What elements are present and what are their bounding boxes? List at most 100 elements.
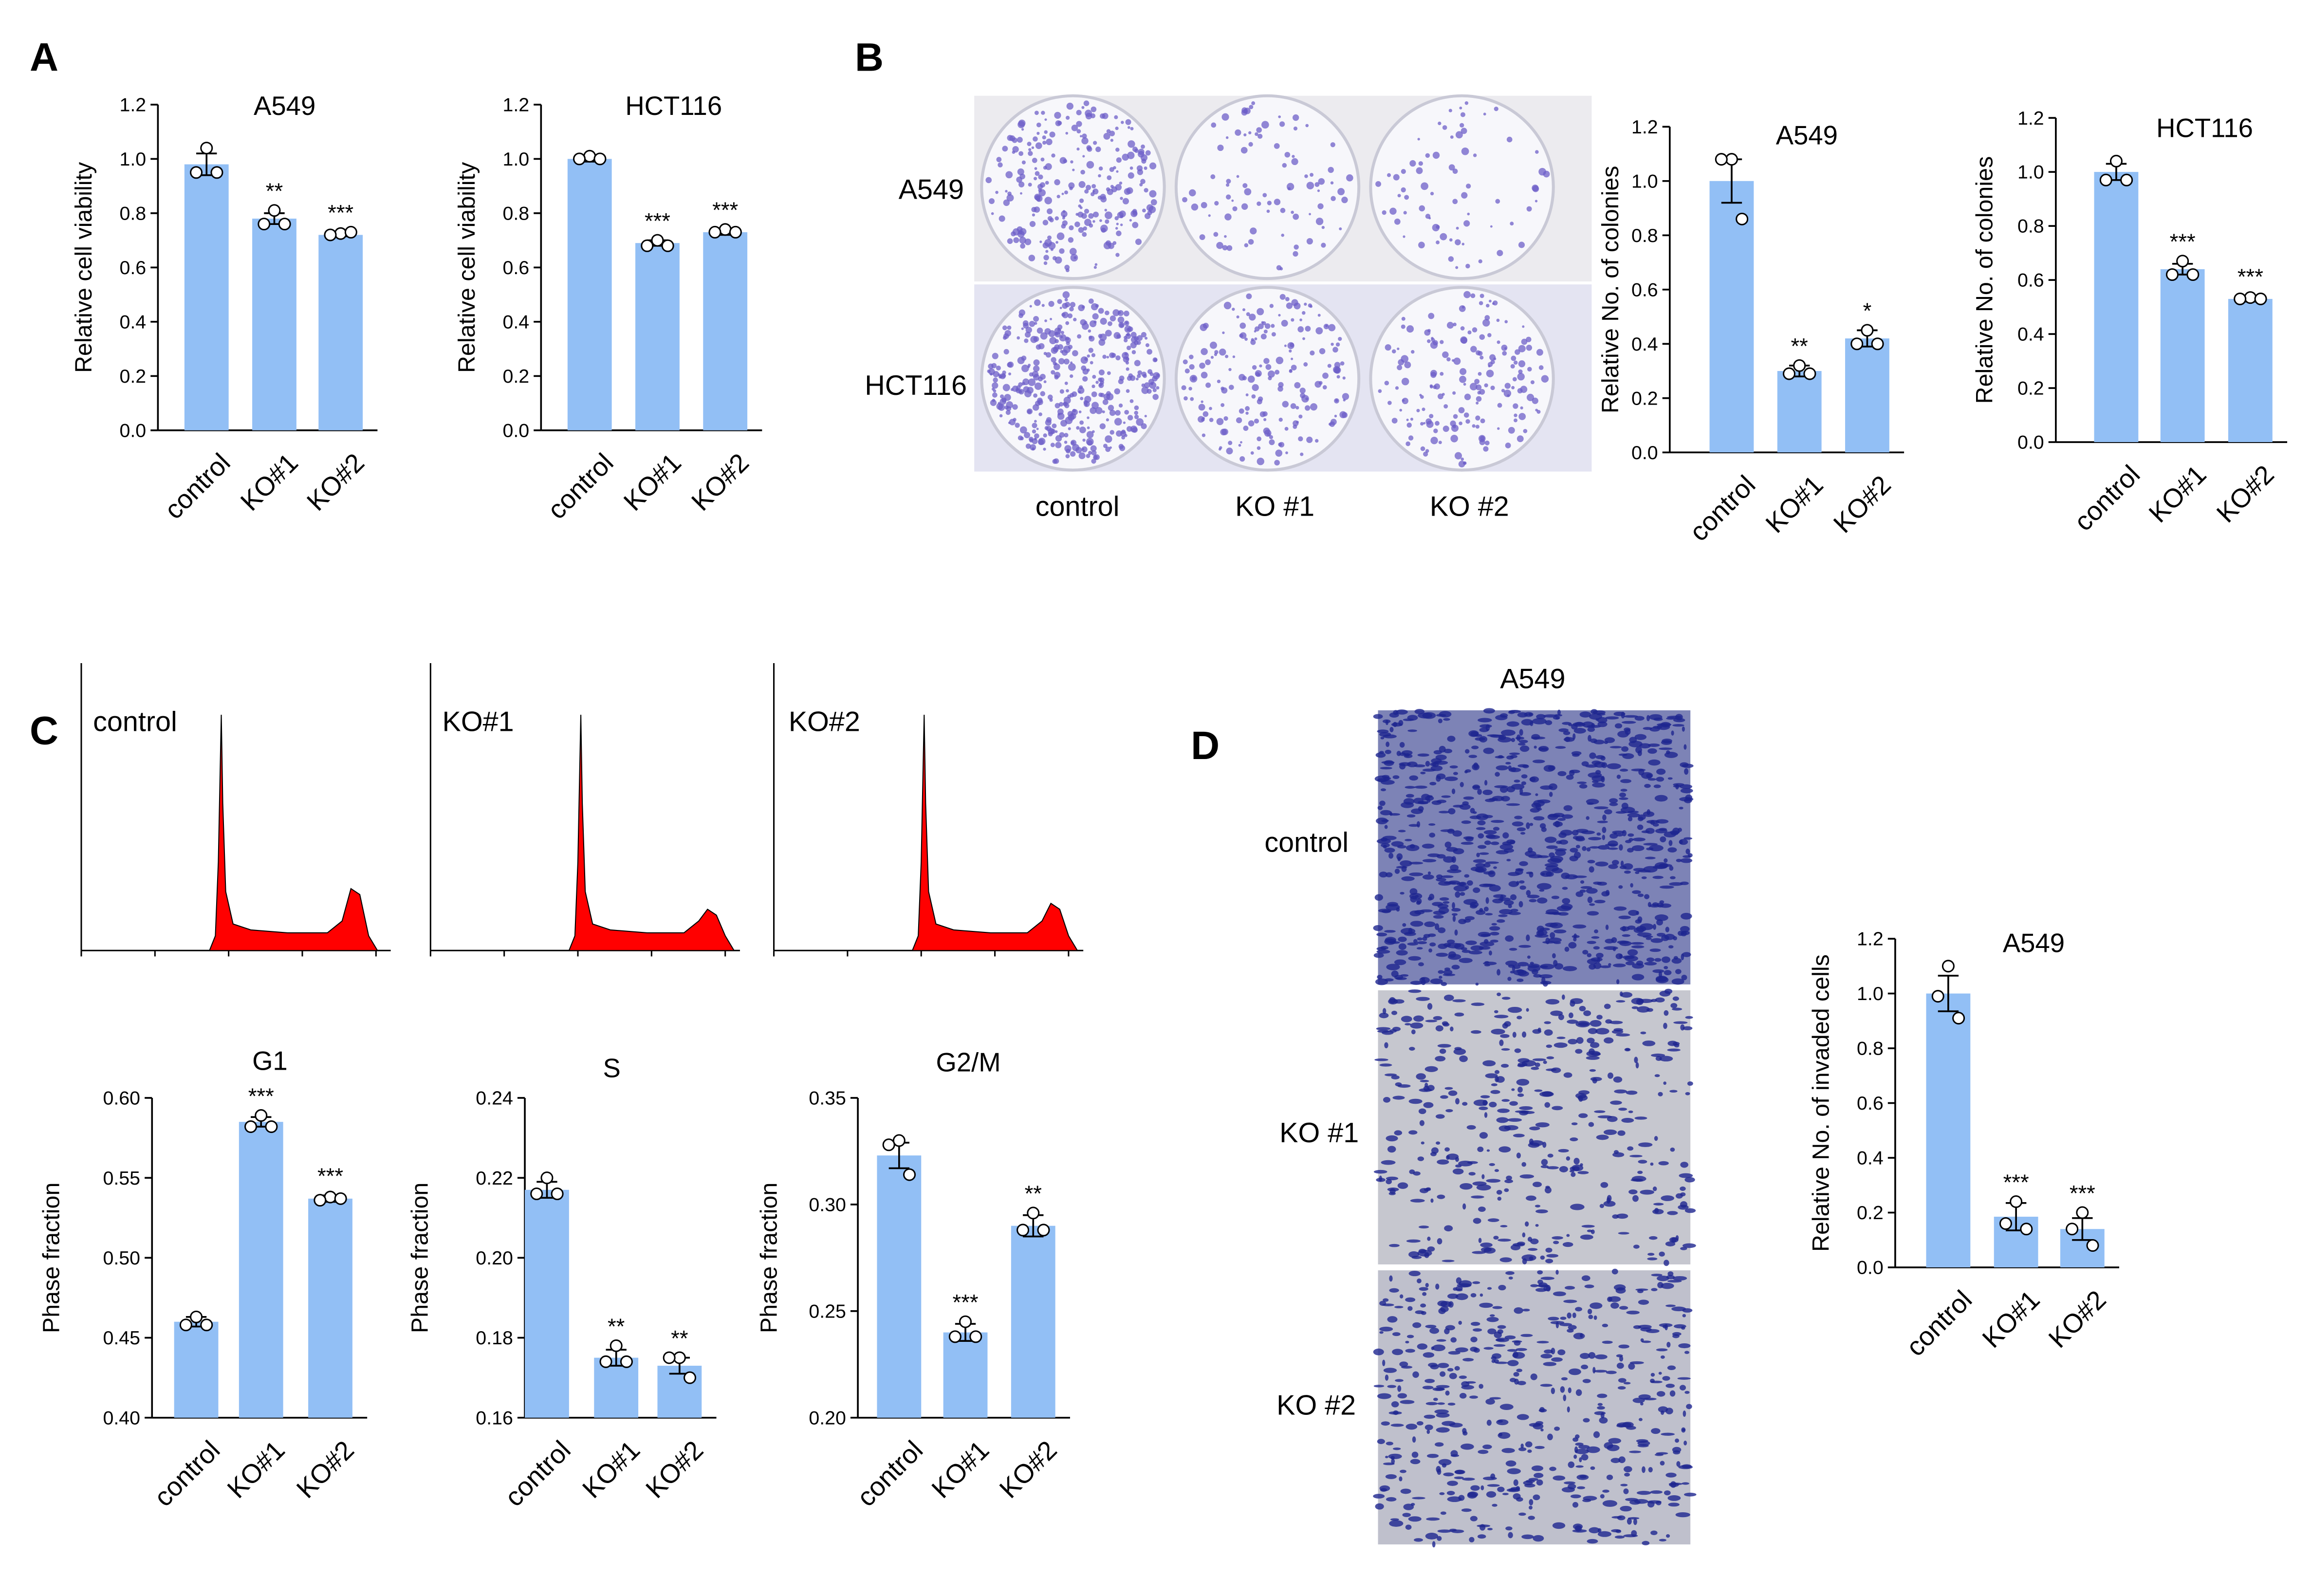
cell <box>1425 761 1430 767</box>
colony <box>1064 433 1069 438</box>
colony <box>1244 337 1248 341</box>
cell <box>1385 1374 1389 1381</box>
cell <box>1559 1166 1568 1172</box>
y-tick-label: 1.0 <box>2017 162 2044 183</box>
colony <box>1134 414 1139 419</box>
colony <box>1261 121 1269 129</box>
colony <box>1093 266 1097 269</box>
y-tick-label: 0.8 <box>1631 225 1658 246</box>
cell <box>1518 740 1528 743</box>
y-tick-label: 0.16 <box>476 1407 513 1429</box>
colony <box>1199 234 1205 241</box>
cell <box>1510 909 1518 912</box>
colony <box>1006 194 1014 202</box>
colony <box>1037 399 1043 405</box>
cell <box>1577 781 1587 784</box>
cell <box>1675 1235 1679 1241</box>
colony <box>1495 199 1500 204</box>
cell <box>1661 1410 1664 1415</box>
colony <box>1090 361 1093 365</box>
colony <box>1088 213 1094 219</box>
cell <box>1475 737 1485 741</box>
data-point <box>344 225 357 239</box>
cell <box>1673 1021 1688 1024</box>
cell <box>1509 1101 1518 1106</box>
colony <box>1005 190 1008 193</box>
cell <box>1665 1408 1673 1414</box>
cell <box>1557 912 1569 916</box>
colony <box>1072 350 1078 356</box>
colony <box>1429 385 1433 389</box>
data-point <box>2176 255 2189 268</box>
cell <box>1400 891 1405 895</box>
colony <box>998 215 1005 222</box>
cell <box>1468 730 1479 737</box>
cell <box>1685 795 1693 800</box>
colony <box>1128 415 1133 421</box>
cell <box>1537 855 1549 858</box>
cell <box>1685 1092 1690 1095</box>
cell <box>1461 1443 1474 1450</box>
cell <box>1652 969 1664 973</box>
y-tick-label: 1.2 <box>502 94 529 116</box>
colony <box>1126 333 1129 336</box>
cell <box>1641 876 1647 879</box>
colony <box>1127 426 1132 432</box>
cell <box>1520 1334 1533 1337</box>
cell <box>1490 1090 1500 1094</box>
cell <box>1473 1099 1488 1106</box>
colony <box>1114 418 1122 426</box>
colony <box>1239 456 1245 462</box>
cell <box>1479 1106 1488 1111</box>
cell <box>1535 1446 1545 1449</box>
colony <box>1130 127 1134 130</box>
colony <box>1113 332 1121 339</box>
cell <box>1436 1427 1450 1433</box>
y-tick-label: 0.6 <box>1631 279 1658 300</box>
cell <box>1551 1388 1555 1394</box>
y-tick-label: 0.6 <box>119 257 146 278</box>
colony <box>1243 133 1247 137</box>
cell <box>1619 954 1623 959</box>
cell <box>1408 1251 1420 1258</box>
colony <box>1086 145 1091 150</box>
colony <box>1189 354 1194 359</box>
colony <box>1271 332 1276 337</box>
colony <box>1248 239 1254 245</box>
cell <box>1606 1474 1613 1480</box>
colony <box>1069 306 1074 312</box>
cell <box>1664 752 1678 758</box>
cell <box>1440 1095 1448 1099</box>
colony <box>1302 311 1306 315</box>
cell <box>1479 946 1491 950</box>
colony <box>1420 422 1424 426</box>
colony <box>1029 221 1036 227</box>
cell <box>1529 1256 1534 1261</box>
cell <box>1478 931 1491 937</box>
cell <box>1650 938 1663 943</box>
cell <box>1535 1209 1548 1213</box>
colony <box>1303 362 1308 367</box>
cell <box>1620 992 1633 998</box>
cell <box>1431 800 1442 805</box>
colony <box>1291 357 1294 360</box>
cell <box>1494 1169 1499 1172</box>
colony <box>1282 163 1287 168</box>
cell <box>1475 983 1479 986</box>
cell <box>1378 909 1392 913</box>
cell <box>1654 1136 1658 1141</box>
row-label: control <box>1264 827 1349 858</box>
cell <box>1600 965 1611 968</box>
cell <box>1421 1141 1424 1145</box>
cell <box>1505 1271 1515 1275</box>
cell <box>1400 1469 1406 1473</box>
cell <box>1380 946 1388 950</box>
cell <box>1446 943 1461 948</box>
colony <box>1078 452 1086 460</box>
cell <box>1659 1323 1673 1327</box>
cell <box>1669 1090 1678 1093</box>
cell <box>1670 1003 1678 1008</box>
cell <box>1676 1461 1681 1467</box>
cell <box>1627 848 1634 853</box>
